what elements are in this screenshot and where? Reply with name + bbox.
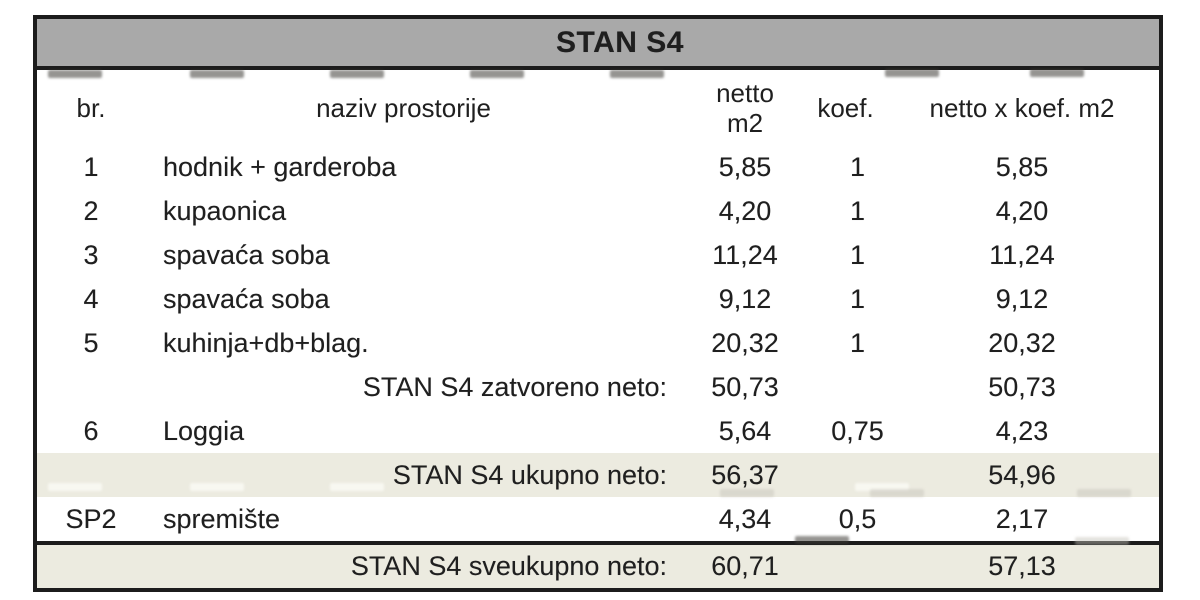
summary-row: STAN S4 sveukupno neto: 60,71 57,13 <box>37 541 1159 588</box>
table-title: STAN S4 <box>556 25 684 59</box>
cell-netto-x-koef: 9,12 <box>995 283 1049 314</box>
column-header-netto-line2: m2 <box>726 107 764 138</box>
cell-netto-x-koef: 2,17 <box>995 503 1049 534</box>
cell-br: SP2 <box>65 503 117 534</box>
summary-row: STAN S4 ukupno neto: 56,37 54,96 <box>37 453 1159 497</box>
cell-netto-x-koef: 50,73 <box>988 371 1056 402</box>
cell-koef: 0,5 <box>838 503 877 534</box>
cell-summary-label: STAN S4 zatvoreno neto: <box>362 371 667 402</box>
cell-room-name: spavaća soba <box>163 283 330 314</box>
cell-netto-x-koef: 20,32 <box>988 327 1056 358</box>
column-header-br: br. <box>76 92 106 123</box>
cell-netto-x-koef: 57,13 <box>988 551 1056 581</box>
cell-netto-m2: 11,24 <box>712 239 778 270</box>
summary-row: STAN S4 zatvoreno neto: 50,73 50,73 <box>37 365 1159 409</box>
cell-koef: 1 <box>849 195 866 226</box>
column-header-koef: koef. <box>817 92 874 123</box>
cell-br: 3 <box>83 239 99 270</box>
cell-netto-m2: 4,34 <box>718 503 772 534</box>
cell-koef: 0,75 <box>831 415 884 446</box>
table-row: 5 kuhinja+db+blag. 20,32 1 20,32 <box>37 321 1159 365</box>
cell-koef: 1 <box>849 327 866 358</box>
cell-netto-x-koef: 11,24 <box>989 239 1055 270</box>
cell-netto-m2: 56,37 <box>711 459 779 490</box>
cell-netto-x-koef: 54,96 <box>988 459 1056 490</box>
cell-summary-label: STAN S4 ukupno neto: <box>392 459 667 490</box>
cell-netto-m2: 5,64 <box>718 415 772 446</box>
cell-netto-m2: 4,20 <box>718 195 772 226</box>
cell-br: 5 <box>83 327 99 358</box>
cell-summary-label: STAN S4 sveukupno neto: <box>350 551 667 581</box>
cell-room-name: spavaća soba <box>163 239 330 270</box>
table-row: 4 spavaća soba 9,12 1 9,12 <box>37 277 1159 321</box>
column-header-netto-m2: netto m2 <box>690 78 800 138</box>
cell-netto-x-koef: 5,85 <box>995 151 1049 182</box>
cell-netto-m2: 20,32 <box>711 327 779 358</box>
cell-netto-m2: 5,85 <box>718 151 772 182</box>
cell-room-name: Loggia <box>163 415 245 446</box>
cell-br: 6 <box>83 415 99 446</box>
table-body: 1 hodnik + garderoba 5,85 1 5,85 2 kupao… <box>37 145 1159 588</box>
column-header-row: br. naziv prostorije netto m2 koef. nett… <box>37 70 1159 145</box>
cell-netto-m2: 50,73 <box>711 371 779 402</box>
column-header-netto-line1: netto <box>716 77 774 108</box>
table-row: 3 spavaća soba 11,24 1 11,24 <box>37 233 1159 277</box>
table-title-bar: STAN S4 <box>37 19 1159 70</box>
column-header-naziv: naziv prostorije <box>316 92 491 123</box>
table-row: 2 kupaonica 4,20 1 4,20 <box>37 189 1159 233</box>
cell-room-name: kupaonica <box>163 195 287 226</box>
cell-br: 4 <box>83 283 99 314</box>
table-row: 6 Loggia 5,64 0,75 4,23 <box>37 409 1159 453</box>
cell-room-name: spremište <box>163 503 281 534</box>
cell-koef: 1 <box>849 283 866 314</box>
cell-br: 1 <box>83 151 99 182</box>
cell-koef: 1 <box>849 151 866 182</box>
cell-netto-m2: 9,12 <box>718 283 772 314</box>
table-row: 1 hodnik + garderoba 5,85 1 5,85 <box>37 145 1159 189</box>
column-header-netto-x-koef: netto x koef. m2 <box>929 92 1115 123</box>
cell-netto-x-koef: 4,20 <box>995 195 1049 226</box>
cell-br: 2 <box>83 195 99 226</box>
table-row: SP2 spremište 4,34 0,5 2,17 <box>37 497 1159 541</box>
cell-room-name: kuhinja+db+blag. <box>163 327 369 358</box>
cell-netto-m2: 60,71 <box>711 551 779 581</box>
cell-netto-x-koef: 4,23 <box>995 415 1049 446</box>
cell-koef: 1 <box>849 239 866 270</box>
cell-room-name: hodnik + garderoba <box>163 151 397 182</box>
stan-s4-table: STAN S4 br. naziv prostorije netto m2 ko… <box>33 15 1163 592</box>
